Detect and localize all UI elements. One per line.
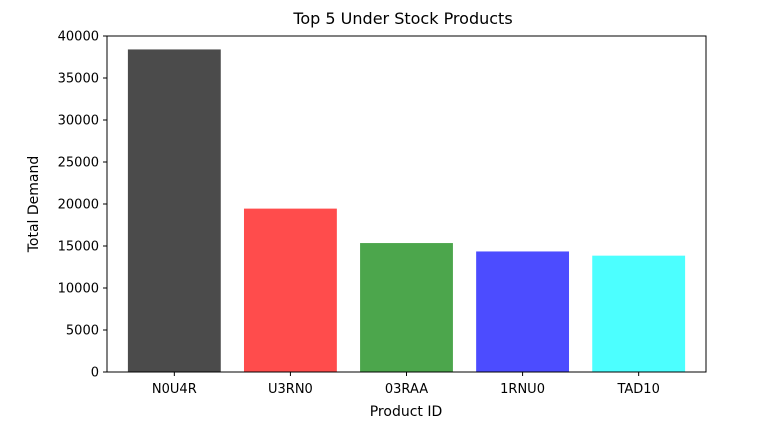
- y-axis: 0 5000 10000 15000 20000 25000 30000 35000 40000: [58, 30, 107, 381]
- chart-title: Top 5 Under Stock Products: [292, 9, 512, 28]
- bars-group: [127, 49, 686, 372]
- y-tick-label-40000: 40000: [58, 30, 99, 45]
- y-tick-label-20000: 20000: [58, 198, 99, 213]
- plot-frame: [106, 35, 707, 373]
- y-axis-title: Total Demand: [26, 156, 42, 254]
- y-tick-label-35000: 35000: [58, 72, 99, 87]
- x-axis-title: Product ID: [370, 404, 443, 420]
- bar-TAD10: [592, 255, 686, 372]
- bar-03RAA: [360, 243, 453, 372]
- x-tick-label-N0U4R: N0U4R: [152, 382, 197, 397]
- bar-U3RN0: [243, 208, 337, 372]
- x-tick-label-1RNU0: 1RNU0: [500, 382, 545, 397]
- x-tick-label-TAD10: TAD10: [616, 382, 659, 397]
- y-tick-label-30000: 30000: [58, 114, 99, 129]
- x-axis: N0U4R U3RN0 03RAA 1RNU0 TAD10: [152, 372, 660, 397]
- y-tick-label-0: 0: [91, 366, 99, 381]
- y-tick-label-10000: 10000: [58, 282, 99, 297]
- bar-1RNU0: [476, 251, 570, 372]
- x-tick-label-U3RN0: U3RN0: [268, 382, 313, 397]
- x-tick-label-03RAA: 03RAA: [385, 382, 428, 397]
- y-tick-label-15000: 15000: [58, 240, 99, 255]
- y-tick-label-25000: 25000: [58, 156, 99, 171]
- y-tick-label-5000: 5000: [66, 324, 99, 339]
- bar-N0U4R: [127, 49, 221, 372]
